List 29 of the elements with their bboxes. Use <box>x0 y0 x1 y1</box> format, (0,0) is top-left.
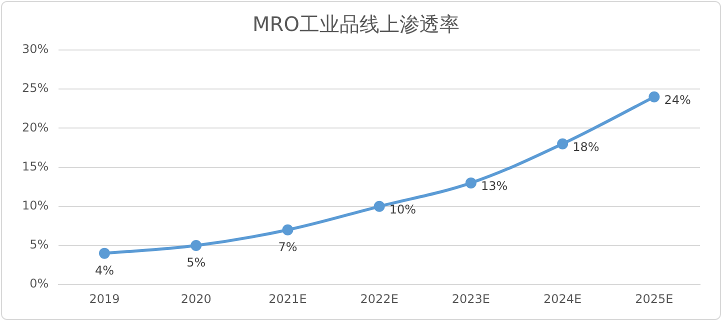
y-tick-label: 0% <box>30 276 49 291</box>
x-tick-label: 2019 <box>89 292 120 306</box>
point <box>98 248 110 259</box>
data-label: 4% <box>94 263 114 278</box>
y-tick-label: 25% <box>22 81 49 96</box>
data-label: 7% <box>278 240 298 254</box>
data-label: 24% <box>664 93 691 108</box>
point <box>190 240 202 251</box>
x-tick-label: 2024E <box>544 292 582 306</box>
point <box>648 91 660 102</box>
data-label: 18% <box>572 140 600 154</box>
y-tick-label: 30% <box>22 42 49 56</box>
point <box>374 200 385 212</box>
data-label: 10% <box>389 202 416 217</box>
point <box>557 138 568 150</box>
data-label: 5% <box>186 256 206 270</box>
x-tick-label: 2020 <box>180 292 212 306</box>
point <box>282 224 294 236</box>
chart-title: MRO工业品线上渗透率 <box>252 12 460 36</box>
y-tick-label: 5% <box>30 238 49 252</box>
point <box>465 177 476 188</box>
x-tick-label: 2022E <box>360 292 398 306</box>
data-label: 13% <box>480 179 508 194</box>
x-tick-label: 2023E <box>452 292 490 306</box>
x-tick-label: 2025E <box>635 292 674 306</box>
x-tick-label: 2021E <box>268 292 307 306</box>
y-tick-label: 15% <box>22 159 49 174</box>
y-tick-label: 10% <box>22 198 49 213</box>
y-tick-label: 20% <box>22 120 49 134</box>
